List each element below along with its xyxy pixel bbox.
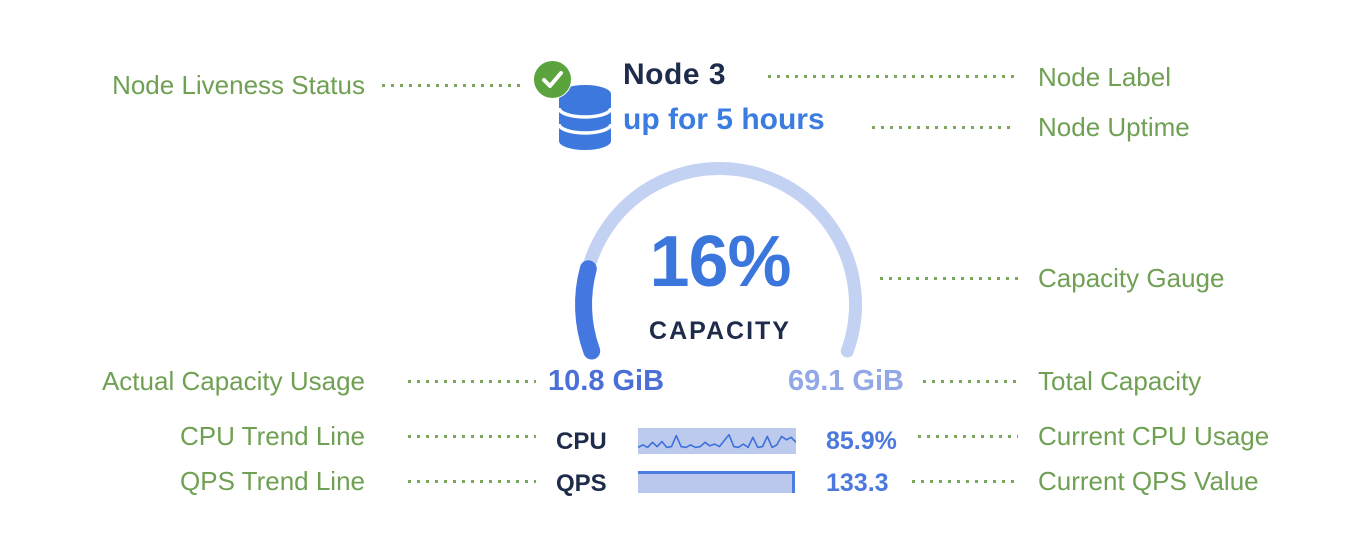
dotted-connector	[880, 277, 1018, 280]
cpu-trend-line	[638, 433, 796, 449]
dotted-connector	[768, 75, 1014, 78]
gauge-percent: 16%	[649, 222, 791, 302]
annotation-cpu-trend-line: CPU Trend Line	[180, 421, 365, 451]
annotation-node-liveness-status: Node Liveness Status	[112, 70, 365, 100]
node-uptime: up for 5 hours	[623, 103, 825, 136]
capacity-values-row: 10.8 GiB 69.1 GiB	[548, 365, 904, 398]
cpu-sparkline	[638, 428, 796, 454]
gauge-fill-arc	[575, 260, 601, 360]
capacity-used-value: 10.8 GiB	[548, 365, 665, 397]
dotted-connector	[382, 84, 520, 87]
dotted-connector	[912, 480, 1018, 483]
qps-metric-label: QPS	[556, 470, 607, 497]
cpu-metric-label: CPU	[556, 428, 607, 455]
annotation-current-cpu-usage: Current CPU Usage	[1038, 421, 1270, 451]
annotation-node-label: Node Label	[1038, 62, 1171, 92]
gauge-caption: CAPACITY	[649, 317, 791, 345]
capacity-gauge	[575, 161, 862, 360]
database-icon	[557, 85, 613, 150]
dotted-connector	[408, 435, 536, 438]
qps-trend-bar	[638, 471, 795, 493]
dotted-connector	[918, 435, 1018, 438]
annotation-total-capacity: Total Capacity	[1038, 366, 1202, 396]
annotation-current-qps-value: Current QPS Value	[1038, 466, 1259, 496]
annotation-capacity-gauge: Capacity Gauge	[1038, 263, 1225, 293]
cpu-current-value: 85.9%	[826, 427, 897, 455]
capacity-total-value: 69.1 GiB	[787, 365, 904, 397]
liveness-check-icon	[533, 60, 572, 99]
annotation-actual-capacity-usage: Actual Capacity Usage	[101, 366, 365, 396]
dotted-connector	[923, 380, 1018, 383]
annotation-node-uptime: Node Uptime	[1038, 112, 1190, 142]
annotation-qps-trend-line: QPS Trend Line	[180, 466, 365, 496]
dotted-connector	[408, 380, 536, 383]
node-label: Node 3	[623, 58, 727, 91]
dotted-connector	[408, 480, 536, 483]
qps-current-value: 133.3	[826, 469, 889, 497]
dotted-connector	[872, 126, 1014, 129]
